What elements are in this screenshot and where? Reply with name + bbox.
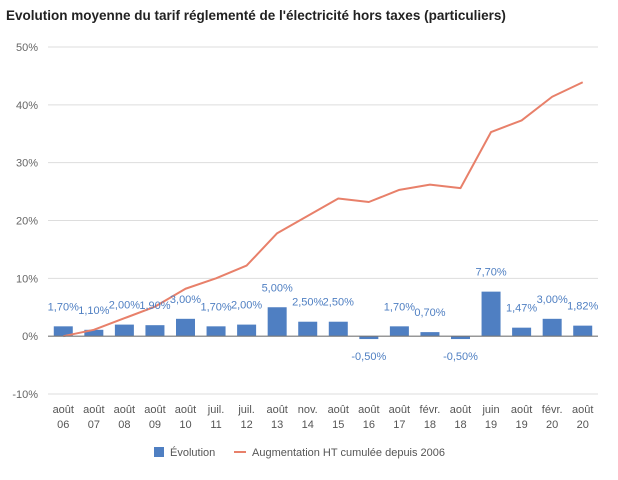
x-tick-label: août	[53, 404, 74, 416]
legend-label-cumulative: Augmentation HT cumulée depuis 2006	[252, 447, 445, 459]
y-tick-label: 0%	[22, 331, 38, 343]
bar	[328, 321, 348, 337]
x-tick-label: 20	[546, 419, 558, 431]
x-tick-label: août	[83, 404, 104, 416]
x-tick-label: 13	[271, 419, 283, 431]
x-tick-label: août	[511, 404, 532, 416]
x-tick-label: 19	[515, 419, 527, 431]
x-tick-label: 19	[485, 419, 497, 431]
legend-label-evolution: Évolution	[170, 446, 215, 459]
x-tick-label: août	[144, 404, 165, 416]
x-tick-label: févr.	[420, 404, 441, 416]
bar	[298, 321, 318, 337]
bar	[451, 336, 470, 340]
data-label: -0,50%	[351, 351, 386, 363]
bar	[420, 332, 440, 337]
x-tick-label: 10	[179, 419, 191, 431]
bar	[237, 324, 257, 337]
x-tick-label: juil.	[207, 404, 225, 416]
y-tick-label: 40%	[16, 100, 38, 112]
data-label: 7,70%	[475, 267, 506, 279]
x-tick-label: 14	[302, 419, 314, 431]
bar	[114, 324, 134, 337]
x-tick-label: 12	[240, 419, 252, 431]
bar	[389, 326, 409, 337]
data-label: 2,00%	[231, 300, 262, 312]
chart-title: Evolution moyenne du tarif réglementé de…	[6, 8, 506, 23]
x-tick-label: août	[266, 404, 287, 416]
x-tick-label: 07	[88, 419, 100, 431]
x-tick-label: août	[358, 404, 379, 416]
x-tick-label: 17	[393, 419, 405, 431]
data-label: 1,10%	[78, 305, 109, 317]
x-tick-label: févr.	[542, 404, 563, 416]
x-tick-label: nov.	[298, 404, 318, 416]
x-tick-label: 09	[149, 419, 161, 431]
x-tick-label: 15	[332, 419, 344, 431]
x-tick-label: août	[114, 404, 135, 416]
data-label: 2,50%	[323, 297, 354, 309]
x-tick-label: 20	[577, 419, 589, 431]
x-tick-label: 08	[118, 419, 130, 431]
bar-layer	[53, 291, 593, 340]
x-tick-label: 18	[424, 419, 436, 431]
bar	[145, 325, 165, 337]
bar	[84, 329, 104, 337]
bar	[176, 318, 195, 337]
data-label: 1,47%	[506, 303, 537, 315]
x-tick-label: 16	[363, 419, 375, 431]
legend-swatch-evolution	[154, 447, 164, 457]
legend: Évolution Augmentation HT cumulée depuis …	[154, 446, 445, 459]
x-tick-label: 18	[454, 419, 466, 431]
data-label: 3,00%	[537, 294, 568, 306]
bar	[542, 318, 562, 337]
data-label: 1,70%	[48, 301, 79, 313]
data-label: 2,00%	[109, 300, 140, 312]
x-tick-label: août	[450, 404, 471, 416]
bar	[359, 336, 379, 340]
bar	[481, 291, 501, 337]
data-label: -0,50%	[443, 351, 478, 363]
y-tick-label: 50%	[16, 42, 38, 54]
x-tick-label: juin	[481, 404, 499, 416]
bar	[573, 325, 593, 337]
data-label: 1,70%	[384, 301, 415, 313]
x-tick-label: août	[328, 404, 349, 416]
data-label: 3,00%	[170, 294, 201, 306]
bar	[512, 327, 532, 337]
axis-layer: -10% 0% 10% 20% 30% 40% 50% août 06 août 07 août 08 a…	[12, 42, 598, 431]
label-layer: 1,70% 1,10% 2,00% 1,90%3,00%1,70% 2,00%5,00%…	[48, 267, 599, 364]
data-label: 2,50%	[292, 297, 323, 309]
bar	[53, 326, 73, 337]
y-tick-label: 10%	[16, 273, 38, 285]
data-label: 5,00%	[262, 282, 293, 294]
data-label: 1,70%	[200, 301, 231, 313]
y-tick-label: -10%	[12, 389, 38, 401]
x-tick-label: 11	[210, 419, 221, 431]
x-tick-label: juil.	[237, 404, 255, 416]
data-label: 1,90%	[139, 300, 170, 312]
data-label: 0,70%	[414, 307, 445, 319]
x-tick-label: août	[572, 404, 593, 416]
cumulative-line	[63, 81, 584, 338]
data-label: 1,82%	[567, 301, 598, 313]
grid-layer	[48, 46, 598, 395]
x-tick-label: août	[175, 404, 196, 416]
y-tick-label: 20%	[16, 216, 38, 228]
bar	[267, 307, 287, 337]
bar	[206, 326, 226, 337]
x-tick-label: 06	[57, 419, 69, 431]
y-tick-label: 30%	[16, 158, 38, 170]
line-layer	[63, 81, 584, 338]
x-tick-label: août	[389, 404, 410, 416]
